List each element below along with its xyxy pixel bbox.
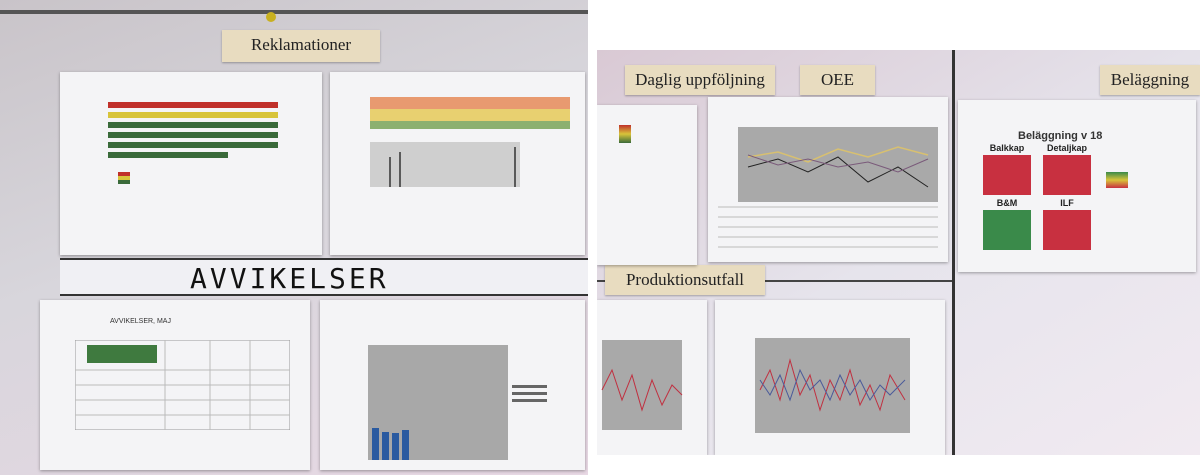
table-sketch bbox=[75, 340, 290, 430]
status-box: ILF bbox=[1043, 210, 1091, 250]
page: Reklamationer AVVIKELSER bbox=[0, 0, 1200, 475]
paper bbox=[715, 300, 945, 455]
board-label: Produktionsutfall bbox=[605, 265, 765, 295]
board-label: Daglig uppföljning bbox=[625, 65, 775, 95]
line-chart-sketch bbox=[715, 300, 945, 455]
paper bbox=[708, 97, 948, 262]
box-label: B&M bbox=[997, 198, 1018, 208]
paper bbox=[597, 105, 697, 265]
strip: AVVIKELSER bbox=[60, 258, 588, 296]
line-chart-sketch bbox=[597, 300, 707, 455]
paper bbox=[597, 300, 707, 455]
paper bbox=[330, 72, 585, 255]
line-chart-sketch bbox=[708, 97, 948, 262]
paper bbox=[320, 300, 585, 470]
paper bbox=[60, 72, 322, 255]
paper: Beläggning v 18 Balkkap Detaljkap B&M IL… bbox=[958, 100, 1196, 272]
legend-swatch bbox=[1106, 172, 1128, 188]
status-box: B&M bbox=[983, 210, 1031, 250]
status-chart bbox=[330, 72, 585, 255]
occupancy-title: Beläggning v 18 bbox=[1018, 130, 1102, 142]
pin bbox=[266, 12, 276, 22]
box-label: ILF bbox=[1060, 198, 1074, 208]
board-label: Beläggning bbox=[1100, 65, 1200, 95]
status-box: Detaljkap bbox=[1043, 155, 1091, 195]
status-strip bbox=[619, 125, 631, 143]
box-label: Detaljkap bbox=[1047, 143, 1087, 153]
bar-chart-sketch bbox=[320, 300, 585, 470]
board-edge bbox=[0, 10, 588, 14]
heading-label: Reklamationer bbox=[222, 30, 380, 62]
box-label: Balkkap bbox=[990, 143, 1025, 153]
sheet-title: AVVIKELSER, MAJ bbox=[110, 318, 171, 325]
status-grid bbox=[60, 72, 322, 255]
board-label: OEE bbox=[800, 65, 875, 95]
divider bbox=[952, 50, 955, 455]
paper: AVVIKELSER, MAJ bbox=[40, 300, 310, 470]
strip-text: AVVIKELSER bbox=[190, 262, 389, 295]
right-photo: Daglig uppföljning OEE Beläggning Produk… bbox=[597, 50, 1200, 455]
status-box: Balkkap bbox=[983, 155, 1031, 195]
left-photo: Reklamationer AVVIKELSER bbox=[0, 0, 588, 475]
